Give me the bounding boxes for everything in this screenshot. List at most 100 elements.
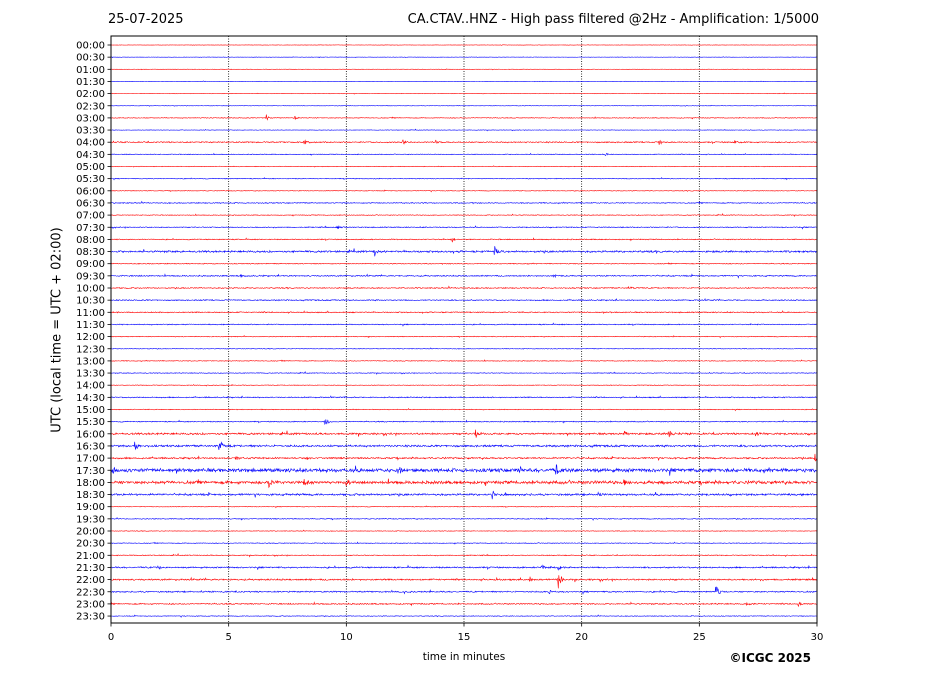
trace-2230 <box>110 586 818 595</box>
y-tick-label: 20:30 <box>76 539 105 550</box>
y-tick-label: 21:00 <box>76 551 105 562</box>
x-tick-label: 0 <box>108 632 114 643</box>
trace-1930 <box>110 517 818 521</box>
trace-1530 <box>110 419 818 426</box>
trace-1600 <box>110 429 818 438</box>
y-tick-label: 00:30 <box>76 53 105 64</box>
y-tick-label: 00:00 <box>76 41 105 52</box>
trace-2000 <box>110 529 817 532</box>
y-tick-label: 12:30 <box>76 344 105 355</box>
y-tick-label: 03:00 <box>76 113 105 124</box>
x-tick-label: 5 <box>225 632 231 643</box>
trace-0300 <box>110 114 818 121</box>
y-tick-label: 07:00 <box>76 211 105 222</box>
trace-1430 <box>110 395 818 400</box>
y-tick-label: 16:00 <box>76 429 105 440</box>
y-tick-label: 06:00 <box>76 186 105 197</box>
trace-2100 <box>110 552 818 558</box>
y-tick-label: 15:30 <box>76 417 105 428</box>
x-tick-label: 25 <box>693 632 706 643</box>
trace-0900 <box>110 262 818 265</box>
y-tick-label: 21:30 <box>76 563 105 574</box>
trace-0330 <box>111 128 818 132</box>
trace-1400 <box>110 383 818 387</box>
y-tick-label: 02:00 <box>76 89 105 100</box>
trace-1730 <box>110 463 818 476</box>
trace-0400 <box>110 139 818 145</box>
x-tick-label: 20 <box>575 632 588 643</box>
y-tick-label: 02:30 <box>76 101 105 112</box>
y-tick-label: 07:30 <box>76 223 105 234</box>
trace-1330 <box>110 370 818 375</box>
y-tick-label: 01:00 <box>76 65 105 76</box>
y-tick-label: 19:00 <box>76 502 105 513</box>
y-tick-label: 10:30 <box>76 296 105 307</box>
trace-1130 <box>110 322 818 327</box>
y-tick-label: 19:30 <box>76 514 105 525</box>
trace-0230 <box>110 104 818 107</box>
trace-1800 <box>110 478 818 489</box>
trace-0830 <box>110 246 818 257</box>
y-tick-label: 11:30 <box>76 320 105 331</box>
y-tick-label: 12:00 <box>76 332 105 343</box>
trace-0130 <box>110 80 818 83</box>
y-tick-label: 22:00 <box>76 575 105 586</box>
trace-0730 <box>110 225 818 230</box>
trace-2330 <box>110 614 818 618</box>
trace-2200 <box>110 575 818 589</box>
trace-0800 <box>110 237 818 243</box>
y-tick-label: 09:30 <box>76 271 105 282</box>
y-tick-label: 08:30 <box>76 247 105 258</box>
y-tick-label: 01:30 <box>76 77 105 88</box>
y-tick-label: 05:00 <box>76 162 105 173</box>
trace-0100 <box>110 68 818 71</box>
trace-1830 <box>110 490 818 500</box>
y-tick-label: 10:00 <box>76 284 105 295</box>
y-tick-label: 09:00 <box>76 259 105 270</box>
x-tick-label: 15 <box>458 632 471 643</box>
trace-1230 <box>110 347 818 350</box>
trace-0430 <box>110 152 818 156</box>
grid-layer <box>228 36 700 623</box>
trace-0700 <box>110 213 818 217</box>
trace-2130 <box>110 564 818 571</box>
trace-0600 <box>110 189 818 193</box>
x-tick-label: 30 <box>811 632 824 643</box>
y-tick-label: 03:30 <box>76 126 105 137</box>
trace-1300 <box>110 359 818 363</box>
y-tick-label: 17:00 <box>76 454 105 465</box>
y-tick-label: 11:00 <box>76 308 105 319</box>
y-tick-label: 06:30 <box>76 198 105 209</box>
trace-0200 <box>110 92 818 95</box>
copyright-label: ©ICGC 2025 <box>729 651 811 665</box>
y-tick-label: 20:00 <box>76 527 105 538</box>
trace-0530 <box>110 177 818 181</box>
trace-0630 <box>110 200 818 205</box>
trace-0930 <box>110 273 818 279</box>
y-tick-label: 04:30 <box>76 150 105 161</box>
trace-1030 <box>110 298 818 302</box>
trace-1200 <box>110 334 818 339</box>
trace-0000 <box>110 44 818 46</box>
y-tick-label: 05:30 <box>76 174 105 185</box>
trace-1500 <box>110 407 818 412</box>
trace-1100 <box>110 310 818 315</box>
y-tick-label: 18:30 <box>76 490 105 501</box>
trace-1900 <box>110 505 818 509</box>
trace-0500 <box>110 165 818 168</box>
y-tick-label: 23:00 <box>76 599 105 610</box>
y-tick-label: 15:00 <box>76 405 105 416</box>
trace-1000 <box>110 285 818 290</box>
y-tick-label: 22:30 <box>76 587 105 598</box>
trace-layer <box>110 44 818 618</box>
trace-1700 <box>110 453 818 462</box>
x-tick-label: 10 <box>340 632 353 643</box>
y-tick-label: 14:00 <box>76 381 105 392</box>
chart-title: CA.CTAV..HNZ - High pass filtered @2Hz -… <box>407 12 819 27</box>
trace-2300 <box>110 601 818 608</box>
y-tick-label: 16:30 <box>76 441 105 452</box>
y-tick-label: 17:30 <box>76 466 105 477</box>
y-tick-label: 04:00 <box>76 138 105 149</box>
